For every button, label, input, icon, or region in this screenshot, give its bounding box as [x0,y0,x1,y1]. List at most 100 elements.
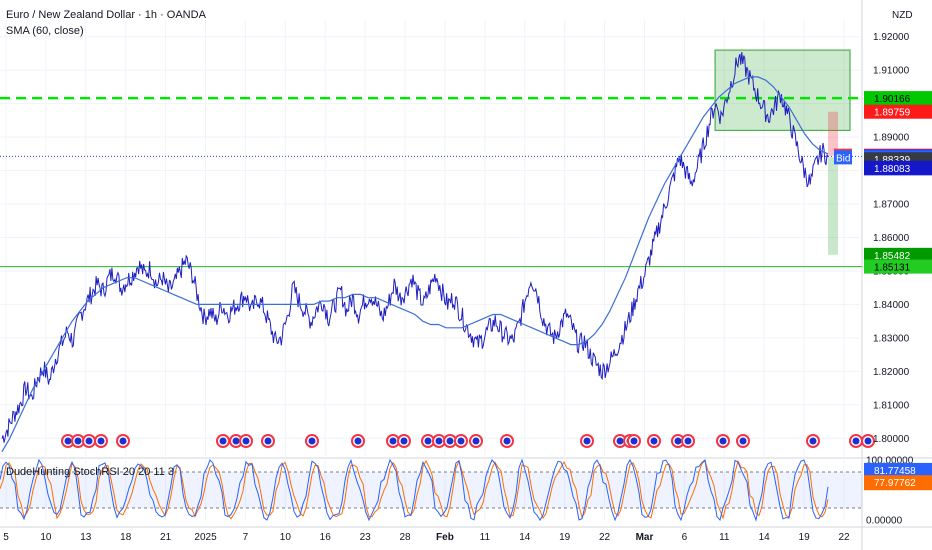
signal-marker-core [719,437,727,445]
y-tick-label: 1.86000 [873,233,910,244]
signal-marker [229,434,243,448]
signal-marker [71,434,85,448]
x-tick-label: 10 [40,532,52,543]
y-tick-label: 1.92000 [873,32,910,43]
signal-marker [861,434,875,448]
signal-marker-core [74,437,82,445]
price-tag-text: 1.85482 [874,251,911,262]
signal-marker-core [232,437,240,445]
supply-zone [714,49,851,132]
signal-marker [94,434,108,448]
signal-marker-core [864,437,872,445]
x-tick-label: 11 [719,532,730,543]
signal-marker [386,434,400,448]
signal-marker [647,434,661,448]
signal-marker-core [308,437,316,445]
x-tick-label: Feb [436,532,454,543]
signal-marker-core [389,437,397,445]
price-tag-text: 1.85131 [874,263,911,274]
signal-marker [681,434,695,448]
x-tick-label: 16 [320,532,332,543]
x-tick-label: 11 [480,532,491,543]
zone-layer [714,49,851,255]
chart-title: Euro / New Zealand Dollar · 1h · OANDA [6,9,206,21]
x-tick-label: 19 [799,532,811,543]
sma-indicator-label[interactable]: SMA (60, close) [6,25,84,37]
signal-markers [61,434,875,448]
signal-marker-core [457,437,465,445]
x-tick-label: Mar [636,532,654,543]
x-tick-label: 19 [559,532,571,543]
signal-marker [716,434,730,448]
y-tick-label: 1.91000 [873,66,910,77]
signal-marker [627,434,641,448]
price-tag-bg [864,104,932,119]
signal-marker-core [85,437,93,445]
x-tick-label: 28 [399,532,411,543]
price-tag: 1.85482 [864,247,932,262]
signal-marker [421,434,435,448]
target-box [828,157,838,255]
sma-line [1,76,829,453]
signal-marker [454,434,468,448]
x-tick-label: 23 [360,532,372,543]
osc-k-line [0,458,829,522]
y-tick-label: 1.83000 [873,333,910,344]
x-tick-label: 21 [160,532,172,543]
price-tag-bg [864,247,932,262]
time-axis[interactable]: 5 10 13 18 21 2025 7 10 16 23 28 Feb 11 14 19 22 Mar 6 11 1… [3,532,850,543]
oscillator-pane [0,458,862,522]
x-tick-label: 22 [599,532,611,543]
x-tick-label: 2025 [194,532,217,543]
y-tick-label: 1.87000 [873,200,910,211]
price-tag-bg [864,259,932,274]
x-tick-label: 14 [519,532,531,543]
price-tag: 1.89759 [864,104,932,119]
x-tick-label: 22 [838,532,850,543]
x-tick-label: 5 [3,532,9,543]
signal-marker [432,434,446,448]
y-tick-label: 1.84000 [873,300,910,311]
signal-marker-core [650,437,658,445]
signal-marker [239,434,253,448]
signal-marker-core [242,437,250,445]
signal-marker-core [435,437,443,445]
osc-y-tick-label: 0.00000 [866,516,903,527]
signal-marker-core [64,437,72,445]
signal-marker-core [503,437,511,445]
signal-marker-core [119,437,127,445]
signal-marker [397,434,411,448]
osc-value-tag [864,475,932,491]
x-tick-label: 13 [80,532,92,543]
price-tag: 1.88083 [864,160,932,175]
price-line [1,51,829,443]
signal-marker-core [674,437,682,445]
osc-y-tick-label: 100.00000 [866,456,914,467]
signal-marker-core [97,437,105,445]
signal-marker-core [583,437,591,445]
signal-marker [116,434,130,448]
signal-marker-core [616,437,624,445]
price-tags: 81.7745877.977621.901661.897591.88446Ask… [834,91,932,491]
signal-marker [305,434,319,448]
x-tick-label: 18 [120,532,132,543]
signal-marker [443,434,457,448]
signal-marker [261,434,275,448]
x-tick-label: 7 [243,532,249,543]
price-tag: 1.90166 [864,91,932,106]
price-tag-text: 1.90166 [874,94,911,105]
signal-marker-core [424,437,432,445]
oscillator-background [0,460,862,520]
stop-box [828,111,838,156]
price-tag-text: 1.88083 [874,164,911,175]
osc-value-text: 77.97762 [874,478,916,489]
signal-marker [61,434,75,448]
x-tick-label: 10 [280,532,292,543]
x-tick-label: 6 [682,532,688,543]
signal-marker-core [630,437,638,445]
oscillator-label[interactable]: DudeHunting StochRSI 20 20 11 3 [6,466,174,478]
y-tick-label: 1.82000 [873,367,910,378]
osc-value-tag [864,462,932,478]
signal-marker-core [684,437,692,445]
